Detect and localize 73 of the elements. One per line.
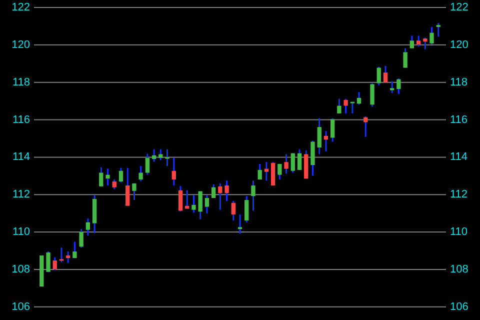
candlestick <box>390 80 394 94</box>
candlestick <box>344 98 348 114</box>
y2-tick-label: 114 <box>450 151 468 164</box>
candlestick <box>59 246 64 263</box>
candlestick <box>436 22 440 38</box>
y2-tick-label: 120 <box>450 38 468 51</box>
y-tick-label: 110 <box>12 226 30 238</box>
candlestick <box>211 184 216 199</box>
candlestick <box>330 118 335 142</box>
candlestick <box>218 182 222 211</box>
candlestick <box>403 48 408 68</box>
y-tick-label: 118 <box>12 76 30 88</box>
candlestick <box>204 194 210 214</box>
candlestick <box>356 91 362 106</box>
candlestick <box>231 200 236 222</box>
candlestick <box>86 218 90 236</box>
y2-tick-label: 116 <box>450 114 468 126</box>
candlestick <box>370 82 374 108</box>
candlestick <box>112 178 116 190</box>
candlestick <box>297 148 302 171</box>
candlestick <box>251 180 256 212</box>
candlestick <box>244 195 249 224</box>
candlestick <box>198 190 202 220</box>
y2-tick-label: 112 <box>450 188 468 201</box>
candlestick <box>264 161 269 182</box>
candlestick <box>376 66 381 86</box>
candlestick <box>165 148 170 167</box>
candlestick <box>118 167 124 184</box>
y2-tick-label: 122 <box>450 1 468 14</box>
candlestick <box>224 180 229 202</box>
candlestick <box>152 148 156 162</box>
candlestick <box>270 161 276 186</box>
candlestick <box>317 118 322 155</box>
candlestick <box>423 36 428 50</box>
candlestick <box>383 65 388 84</box>
candlestick <box>278 163 282 180</box>
y-tick-label: 114 <box>12 151 30 164</box>
y2-tick-label: 108 <box>450 263 468 276</box>
candlestick <box>396 78 401 95</box>
y-tick-label: 108 <box>12 263 30 276</box>
candlestick <box>99 166 104 188</box>
candlestick <box>337 98 342 114</box>
y2-tick-label: 106 <box>450 300 468 313</box>
y2-tick-label: 118 <box>450 76 468 88</box>
candlestick <box>238 214 242 234</box>
candlestick <box>172 157 176 186</box>
candlestick <box>290 152 295 174</box>
y-tick-label: 120 <box>12 38 30 51</box>
candlestick <box>138 165 143 182</box>
candlestick <box>145 152 150 176</box>
candlestick <box>284 153 288 174</box>
candlestick <box>132 182 136 201</box>
y2-tick-label: 110 <box>450 226 468 238</box>
y-tick-label: 122 <box>12 1 30 14</box>
candlestick <box>324 130 328 152</box>
y-tick-label: 116 <box>12 114 30 126</box>
y-tick-label: 106 <box>12 300 30 313</box>
candlestick <box>52 256 57 271</box>
candlestick <box>106 168 110 186</box>
y-tick-label: 112 <box>12 188 30 201</box>
candlestick <box>178 185 183 212</box>
candlestick <box>258 163 262 180</box>
candlestick <box>66 250 70 264</box>
candlestick <box>126 167 130 207</box>
candlestick <box>410 34 414 50</box>
candlestick <box>158 148 163 161</box>
candlestick <box>72 241 77 259</box>
candlestick <box>192 194 196 214</box>
candlestick <box>310 140 315 176</box>
candlestick <box>416 34 421 48</box>
candlestick <box>46 250 50 274</box>
candlestick <box>79 228 84 248</box>
candlestick <box>430 26 434 46</box>
